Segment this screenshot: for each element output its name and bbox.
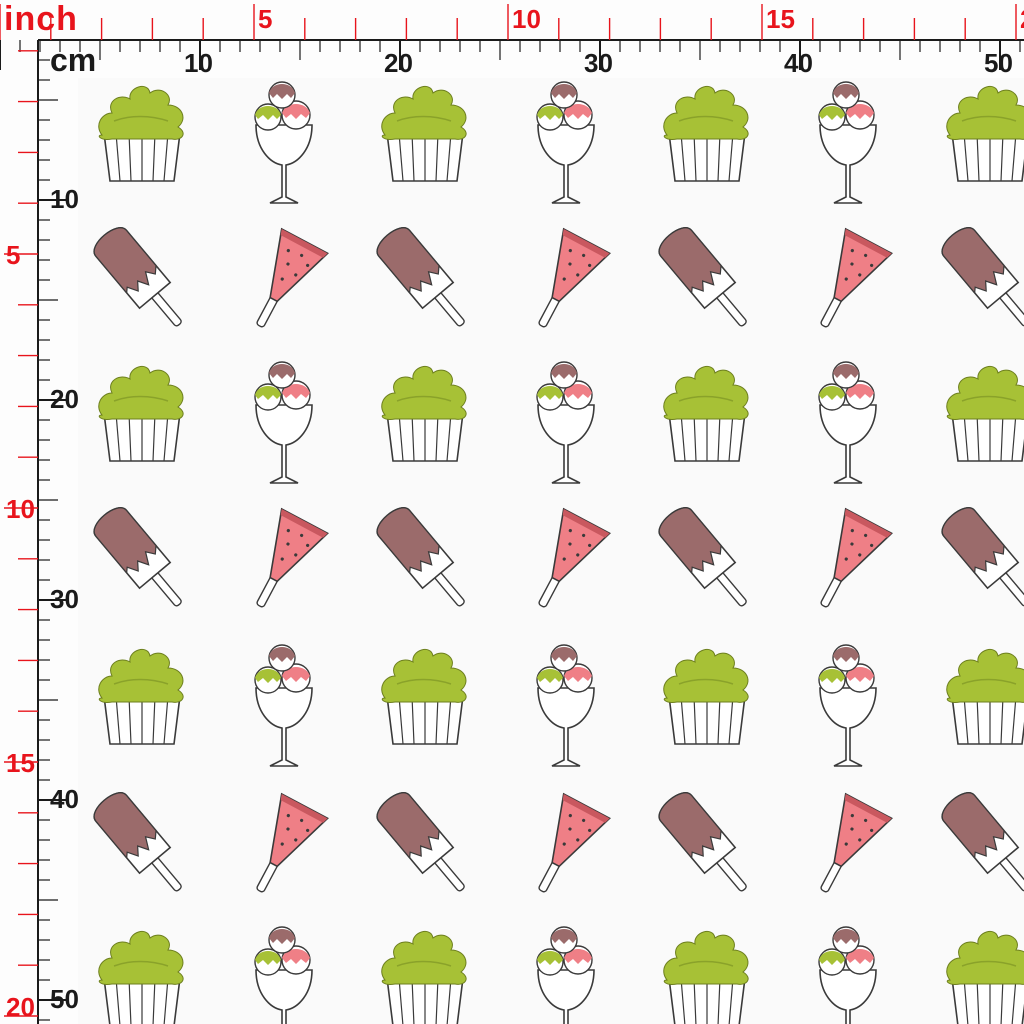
ruler-left-cm-number: 30 (50, 584, 79, 614)
ruler-top-inch-number: 5 (258, 4, 273, 34)
ruler-left-inch-number: 5 (6, 240, 21, 270)
ruler-top-inch-number: 15 (766, 4, 795, 34)
ruler-top-inch-number: 10 (512, 4, 541, 34)
ruler-top-cm-number: 40 (784, 48, 813, 78)
ruler-left-cm-number: 10 (50, 184, 79, 214)
ruler-top-inch-number: 20 (1020, 6, 1024, 32)
ruler-left-inch-number: 10 (6, 494, 35, 524)
ruler-inch-unit-label: inch (4, 0, 78, 38)
ruler-left-cm-number: 40 (50, 784, 79, 814)
ruler-top-cm-number: 10 (184, 48, 213, 78)
ruler-left-inch-number: 20 (6, 992, 35, 1022)
ruler-top-cm-number: 20 (384, 48, 413, 78)
ruler-top-cm-number: 30 (584, 48, 613, 78)
ruler-cm-unit-label: cm (50, 42, 97, 78)
ruler-left-cm-number: 20 (50, 384, 79, 414)
ruler-top-cm-number: 50 (984, 48, 1013, 78)
ruler-left-cm-number: 50 (50, 984, 79, 1014)
ruler-left-inch-number: 15 (6, 748, 35, 778)
